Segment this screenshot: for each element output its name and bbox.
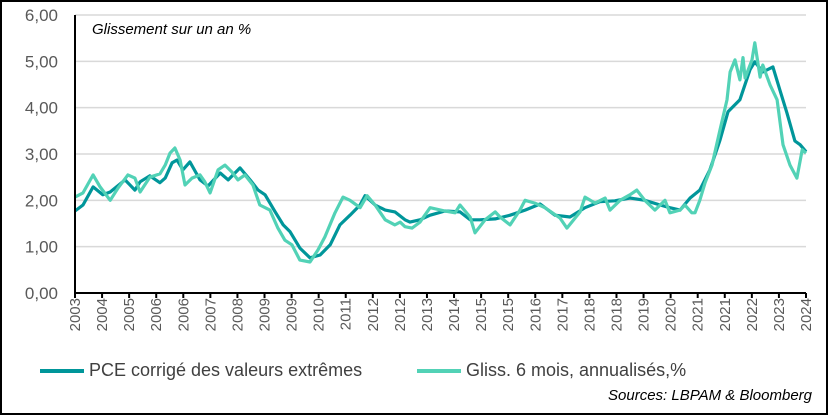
x-tick-label: 2019 <box>636 298 653 331</box>
legend-swatch-gliss <box>417 369 461 374</box>
x-tick-label: 2021 <box>717 298 734 331</box>
x-tick-label: 2009 <box>257 298 274 331</box>
y-tick-label: 6,00 <box>25 6 58 25</box>
legend-label-pce: PCE corrigé des valeurs extrêmes <box>89 360 363 380</box>
legend-swatch-pce <box>40 369 84 374</box>
x-tick-label: 2024 <box>798 298 815 331</box>
chart-title: Glissement sur un an % <box>92 21 251 38</box>
x-tick-label: 2016 <box>527 298 544 331</box>
x-tick-label: 2004 <box>94 298 111 331</box>
x-tick-label: 2018 <box>608 298 625 331</box>
x-tick-label: 2021 <box>690 298 707 331</box>
x-tick-label: 2013 <box>419 298 436 331</box>
y-tick-label: 4,00 <box>25 99 58 118</box>
x-tick-label: 2007 <box>202 298 219 331</box>
x-tick-label: 2020 <box>663 298 680 331</box>
x-tick-label: 2006 <box>148 298 165 331</box>
legend-item-gliss: Gliss. 6 mois, annualisés,% <box>417 360 686 381</box>
x-tick-label: 2022 <box>744 298 761 331</box>
y-tick-label: 1,00 <box>25 238 58 257</box>
gridlines <box>75 14 806 248</box>
series-lines <box>74 41 808 264</box>
x-tick-label: 2012 <box>392 298 409 331</box>
x-tick-label: 2012 <box>365 298 382 331</box>
x-tick-label: 2010 <box>311 298 328 331</box>
axes <box>74 15 807 298</box>
x-axis-labels: 2003 2004 2005 2006 2006 2007 2008 2009 2009 2010… <box>67 298 815 331</box>
y-tick-label: 3,00 <box>25 145 58 164</box>
x-tick-label: 2011 <box>338 298 355 330</box>
x-tick-label: 2005 <box>121 298 138 331</box>
legend-item-pce: PCE corrigé des valeurs extrêmes <box>40 360 362 381</box>
y-tick-label: 0,00 <box>25 284 58 303</box>
y-tick-label: 2,00 <box>25 191 58 210</box>
series-line-1 <box>74 41 808 264</box>
x-tick-label: 2014 <box>446 298 463 331</box>
series-line-0 <box>74 60 808 260</box>
y-axis-labels: 0,00 1,00 2,00 3,00 4,00 5,00 6,00 <box>25 6 58 303</box>
x-tick-label: 2006 <box>175 298 192 331</box>
x-tick-label: 2003 <box>67 298 84 331</box>
x-tick-label: 2008 <box>229 298 246 331</box>
x-tick-label: 2009 <box>284 298 301 331</box>
x-tick-label: 2023 <box>771 298 788 331</box>
x-tick-label: 2015 <box>500 298 517 331</box>
sources-note: Sources: LBPAM & Bloomberg <box>608 387 812 404</box>
x-tick-label: 2015 <box>473 298 490 331</box>
legend-label-gliss: Gliss. 6 mois, annualisés,% <box>466 360 687 380</box>
x-tick-label: 2018 <box>581 298 598 331</box>
x-tick-label: 2017 <box>554 298 571 331</box>
y-tick-label: 5,00 <box>25 52 58 71</box>
